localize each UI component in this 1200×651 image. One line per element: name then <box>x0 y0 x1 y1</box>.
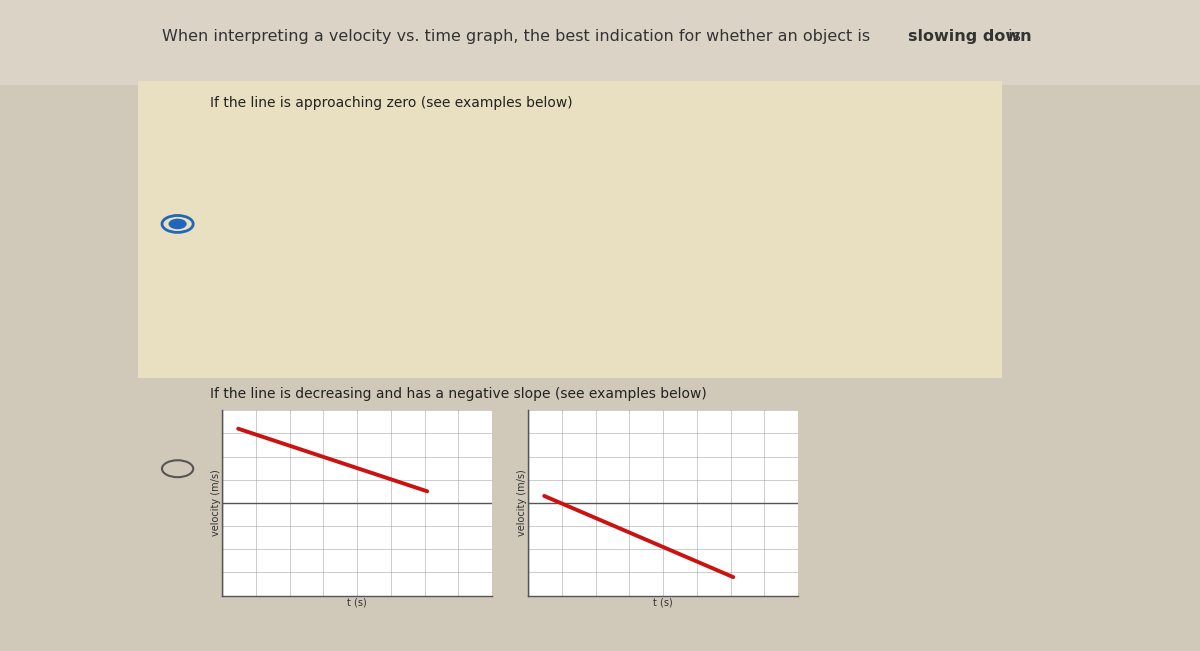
Y-axis label: velocity (m/s): velocity (m/s) <box>517 193 527 260</box>
X-axis label: t (s): t (s) <box>653 324 673 333</box>
Text: If the line is approaching zero (see examples below): If the line is approaching zero (see exa… <box>210 96 572 110</box>
Y-axis label: velocity (m/s): velocity (m/s) <box>211 193 221 260</box>
Text: is: is <box>1003 29 1021 44</box>
X-axis label: t (s): t (s) <box>653 597 673 607</box>
Text: slowing down: slowing down <box>908 29 1032 44</box>
Text: If the line is decreasing and has a negative slope (see examples below): If the line is decreasing and has a nega… <box>210 387 707 402</box>
Text: When interpreting a velocity vs. time graph, the best indication for whether an : When interpreting a velocity vs. time gr… <box>162 29 875 44</box>
Y-axis label: velocity (m/s): velocity (m/s) <box>517 469 527 536</box>
Y-axis label: velocity (m/s): velocity (m/s) <box>211 469 221 536</box>
X-axis label: t (s): t (s) <box>347 324 367 333</box>
X-axis label: t (s): t (s) <box>347 597 367 607</box>
